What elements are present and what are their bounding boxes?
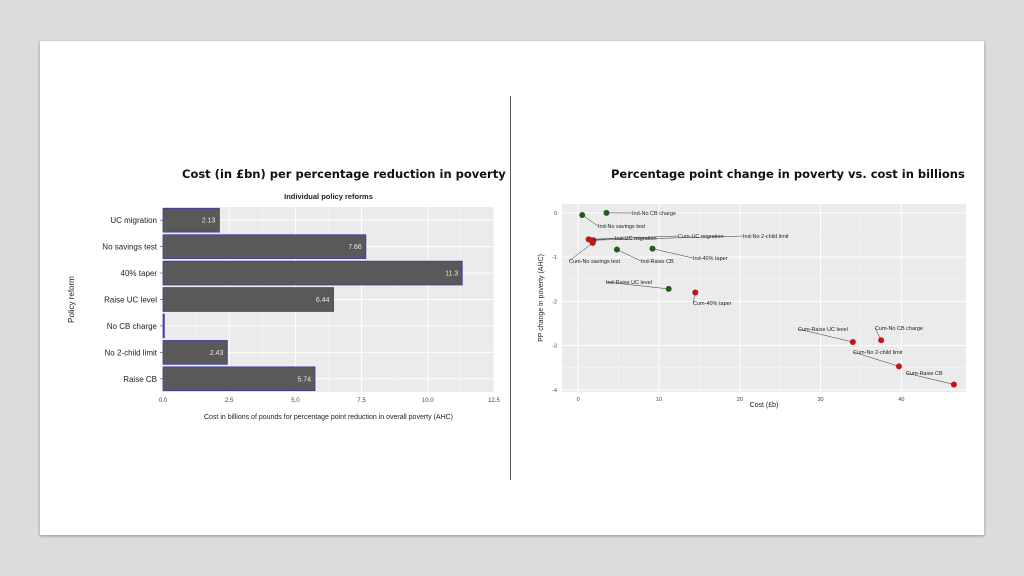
scatter-label-leader bbox=[591, 235, 744, 241]
scatter-point bbox=[665, 285, 672, 292]
scatter-x-tick-label: 30 bbox=[817, 397, 823, 403]
scatter-point-label: Cum-Raise UC level bbox=[798, 327, 848, 333]
scatter-y-tick-label: 0 bbox=[554, 211, 557, 217]
scatter-label-leader bbox=[588, 235, 679, 240]
bar-category-label: No CB charge bbox=[107, 322, 158, 331]
scatter-point bbox=[878, 337, 885, 344]
bar-value-label: 5.74 bbox=[297, 376, 311, 383]
bar-x-tick-label: 10.0 bbox=[422, 398, 434, 404]
bar-value-label: 6.44 bbox=[316, 297, 330, 304]
bar-x-tick-label: 7.5 bbox=[357, 398, 366, 404]
scatter-point-label: Ind-40% taper bbox=[693, 256, 728, 262]
scatter-point-label: Cum-No CB charge bbox=[875, 326, 923, 332]
bar-category-label: No savings test bbox=[102, 243, 157, 252]
bar-value-label: 2.13 bbox=[202, 218, 216, 225]
scatter-y-tick-label: -4 bbox=[552, 388, 557, 394]
scatter-point bbox=[895, 363, 902, 370]
scatter-point bbox=[950, 381, 957, 388]
scatter-x-tick-label: 0 bbox=[577, 397, 580, 403]
bar-y-axis-label: Policy reform bbox=[67, 276, 76, 323]
scatter-point bbox=[692, 289, 699, 296]
scatter-label-leader bbox=[852, 351, 900, 367]
scatter-point-label: Cum-UC migration bbox=[678, 234, 724, 240]
scatter-point-label: Ind-Raise CB bbox=[641, 259, 674, 265]
scatter-point bbox=[603, 209, 610, 216]
bar-value-label: 7.66 bbox=[348, 244, 362, 251]
scatter-label-leader bbox=[605, 281, 669, 290]
bar-x-tick-label: 2.5 bbox=[225, 398, 234, 404]
scatter-plot-panel bbox=[562, 204, 966, 392]
scatter-point-label: Ind-UC migration bbox=[615, 236, 657, 242]
left-chart-title: Cost (in £bn) per percentage reduction i… bbox=[182, 167, 506, 181]
scatter-point bbox=[579, 212, 586, 219]
scatter-label-leader bbox=[905, 372, 954, 385]
scatter-x-tick-label: 10 bbox=[656, 397, 662, 403]
scatter-y-axis-label: PP change in poverty (AHC) bbox=[538, 254, 545, 342]
bar-x-tick-label: 12.5 bbox=[488, 398, 500, 404]
scatter-point-label: Ind-No CB charge bbox=[632, 211, 676, 217]
scatter-chart: 0 10 20 30 40 0 -1 -2 -3 -4 Ind-No CB charge Ind-No… bbox=[538, 204, 966, 409]
scatter-point-label: Cum-Raise CB bbox=[906, 371, 943, 377]
scatter-point-label: Ind-No 2-child limit bbox=[743, 234, 789, 240]
bar-x-axis-label: Cost in billions of pounds for percentag… bbox=[204, 414, 453, 421]
scatter-point-label: Cum-No savings test bbox=[569, 259, 621, 265]
scatter-point-label: Cum-40% taper bbox=[693, 301, 732, 307]
scatter-x-axis-label: Cost (£b) bbox=[750, 402, 779, 409]
scatter-label-leader bbox=[652, 248, 694, 259]
scatter-point bbox=[589, 239, 596, 246]
scatter-point bbox=[849, 339, 856, 346]
bar bbox=[162, 366, 316, 392]
scatter-y-tick-label: -1 bbox=[552, 255, 557, 261]
scatter-label-leader bbox=[616, 249, 642, 262]
bar-category-label: Raise CB bbox=[123, 375, 157, 384]
bar bbox=[162, 287, 334, 312]
bar-category-label: 40% taper bbox=[121, 269, 158, 278]
bar-category-label: Raise UC level bbox=[104, 296, 157, 305]
divider-line bbox=[510, 96, 511, 480]
bar bbox=[162, 234, 367, 259]
bar-subtitle: Individual policy reforms bbox=[284, 192, 373, 201]
scatter-y-tick-label: -2 bbox=[552, 299, 557, 305]
bar-x-tick-label: 5.0 bbox=[291, 398, 300, 404]
scatter-point-label: Ind-Raise UC level bbox=[606, 280, 652, 286]
scatter-x-tick-label: 20 bbox=[737, 397, 743, 403]
bar-category-label: No 2-child limit bbox=[105, 348, 158, 357]
bar-x-tick-label: 0.0 bbox=[159, 398, 168, 404]
scatter-label-leader bbox=[568, 242, 593, 262]
bar bbox=[162, 260, 463, 286]
slide: Cost (in £bn) per percentage reduction i… bbox=[40, 41, 984, 535]
scatter-label-leader bbox=[582, 214, 599, 227]
bar-value-label: 2.43 bbox=[210, 350, 224, 357]
scatter-point bbox=[613, 246, 620, 253]
bar-chart: Individual policy reforms 0.0 2.5 5.0 7.5 10.… bbox=[67, 192, 500, 421]
scatter-point bbox=[649, 245, 656, 252]
right-chart-title: Percentage point change in poverty vs. c… bbox=[611, 167, 965, 181]
scatter-point-label: Cum-No 2-child limit bbox=[853, 350, 903, 356]
scatter-label-leader bbox=[797, 328, 853, 343]
scatter-x-tick-label: 40 bbox=[898, 397, 904, 403]
bar-value-label: 11.3 bbox=[445, 271, 458, 278]
scatter-point-label: Ind-No savings test bbox=[598, 224, 646, 230]
scatter-y-tick-label: -3 bbox=[552, 344, 557, 350]
bar bbox=[162, 313, 165, 339]
bar-category-label: UC migration bbox=[110, 216, 157, 225]
